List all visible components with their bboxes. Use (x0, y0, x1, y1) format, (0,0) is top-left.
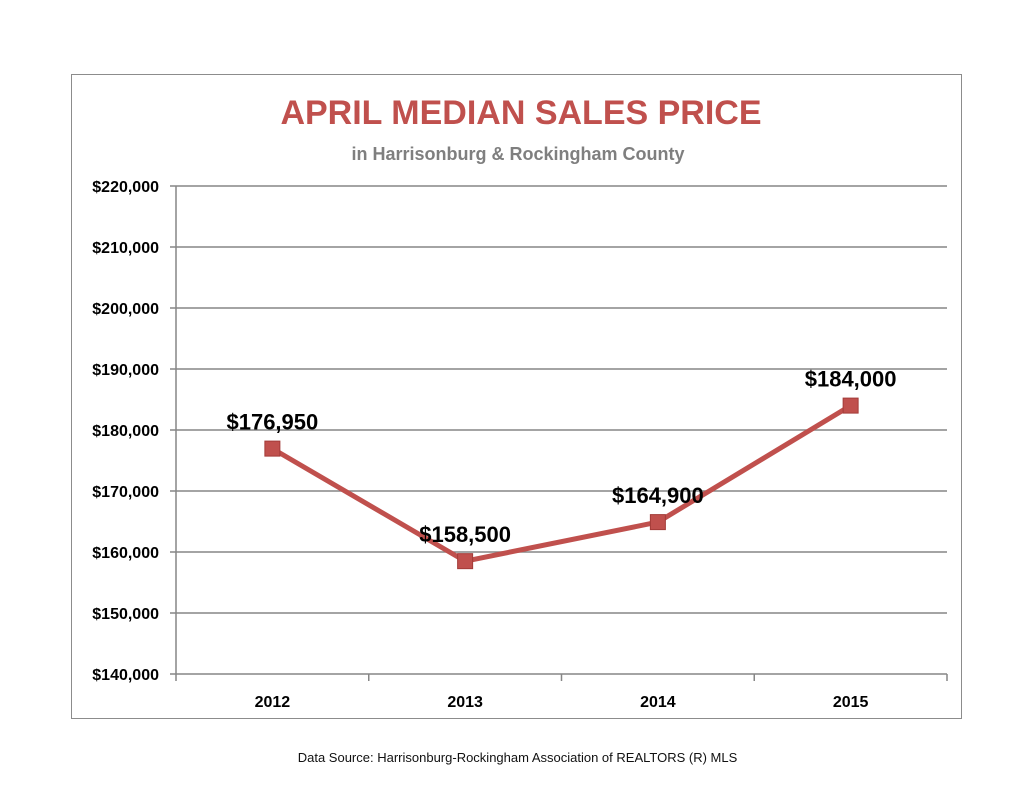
axes (170, 185, 948, 681)
data-point-marker (264, 440, 281, 457)
series-line (269, 403, 854, 564)
x-tick-label: 2013 (447, 694, 483, 711)
y-tick-label: $140,000 (92, 667, 159, 684)
y-tick-label: $210,000 (92, 240, 159, 257)
y-tick-label: $200,000 (92, 301, 159, 318)
data-point-marker (649, 514, 666, 531)
y-tick-label: $180,000 (92, 423, 159, 440)
y-tick-label: $220,000 (92, 179, 159, 196)
y-tick-label: $160,000 (92, 545, 159, 562)
chart-frame (71, 74, 962, 719)
x-tick-label: 2014 (640, 694, 676, 711)
x-axis-tick-labels: 2012 2013 2014 2015 (255, 694, 869, 711)
x-tick-label: 2015 (833, 694, 869, 711)
series-price (264, 397, 859, 570)
data-labels: $176,950 $158,500 $164,900 $184,000 (226, 367, 896, 548)
y-tick-label: $170,000 (92, 484, 159, 501)
data-label: $164,900 (612, 483, 704, 508)
grid-lines (176, 185, 947, 614)
y-tick-label: $150,000 (92, 606, 159, 623)
data-point-marker (457, 553, 474, 570)
data-label: $184,000 (805, 367, 897, 392)
y-axis-tick-labels: $140,000 $150,000 $160,000 $170,000 $180,000… (92, 179, 159, 684)
chart-subtitle: in Harrisonburg & Rockingham County (351, 144, 684, 164)
y-tick-label: $190,000 (92, 362, 159, 379)
data-label: $176,950 (226, 410, 318, 435)
data-source-note: Data Source: Harrisonburg-Rockingham Ass… (297, 750, 738, 765)
data-label: $158,500 (419, 522, 511, 547)
chart-title: APRIL MEDIAN SALES PRICE (280, 94, 761, 132)
x-tick-label: 2012 (255, 694, 291, 711)
data-point-marker (842, 397, 859, 414)
